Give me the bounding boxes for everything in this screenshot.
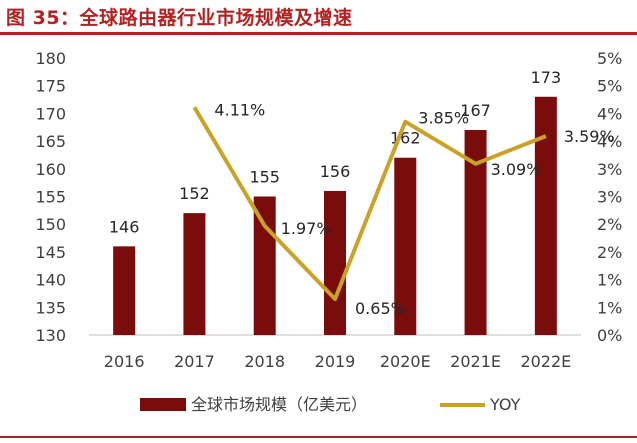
right-tick-label: 1% xyxy=(597,298,622,317)
right-tick-label: 4% xyxy=(597,132,622,151)
bar xyxy=(534,96,557,335)
left-tick-label: 160 xyxy=(35,160,66,179)
yoy-data-label: 0.65% xyxy=(355,299,406,318)
yoy-data-labels: 4.11% 1.97% 0.65% 3.85% 3.09% 3.59% xyxy=(214,100,614,318)
left-tick-label: 150 xyxy=(35,215,66,234)
right-tick-label: 5% xyxy=(597,49,622,68)
legend-label-bar: 全球市场规模（亿美元） xyxy=(191,395,367,414)
left-tick-label: 140 xyxy=(35,271,66,290)
right-tick-label: 1% xyxy=(597,271,622,290)
x-tick-label: 2020E xyxy=(380,352,431,371)
bar-data-label: 152 xyxy=(179,184,210,203)
legend-label-line: YOY xyxy=(489,395,521,414)
left-tick-label: 155 xyxy=(35,188,66,207)
right-tick-label: 0% xyxy=(597,326,622,345)
right-axis: 0% 1% 1% 2% 2% 3% 3% 4% 4% 5% 5% xyxy=(597,49,622,345)
title-underline xyxy=(0,32,637,35)
x-tick-label: 2018 xyxy=(244,352,285,371)
left-tick-label: 135 xyxy=(35,298,66,317)
yoy-data-label: 1.97% xyxy=(281,219,332,238)
x-tick-label: 2017 xyxy=(174,352,215,371)
bar-data-label: 146 xyxy=(109,217,140,236)
bottom-rule xyxy=(0,436,637,438)
figure-title: 图 35：全球路由器行业市场规模及增速 xyxy=(6,7,353,29)
x-tick-label: 2021E xyxy=(450,352,501,371)
bar xyxy=(464,130,487,335)
left-tick-label: 180 xyxy=(35,49,66,68)
yoy-data-label: 3.59% xyxy=(564,127,615,146)
bar-data-label: 156 xyxy=(320,162,351,181)
left-tick-label: 175 xyxy=(35,77,66,96)
x-tick-label: 2022E xyxy=(520,352,571,371)
right-tick-label: 4% xyxy=(597,104,622,123)
yoy-data-label: 4.11% xyxy=(214,100,265,119)
legend-swatch-bar xyxy=(140,398,186,411)
yoy-data-label: 3.85% xyxy=(418,109,469,128)
right-tick-label: 3% xyxy=(597,188,622,207)
bar xyxy=(183,213,206,335)
yoy-line xyxy=(192,106,547,301)
x-tick-label: 2016 xyxy=(104,352,145,371)
yoy-data-label: 3.09% xyxy=(491,160,542,179)
bar-data-label: 155 xyxy=(249,168,280,187)
left-tick-label: 145 xyxy=(35,243,66,262)
bar xyxy=(324,190,346,335)
bar xyxy=(113,246,136,335)
x-axis: 2016 2017 2018 2019 2020E 2021E 2022E xyxy=(104,352,571,371)
right-tick-label: 5% xyxy=(597,77,622,96)
bar-data-label: 173 xyxy=(531,68,562,87)
legend: 全球市场规模（亿美元） YOY xyxy=(140,395,521,414)
x-tick-label: 2019 xyxy=(315,352,356,371)
left-tick-label: 130 xyxy=(35,326,66,345)
right-tick-label: 2% xyxy=(597,243,622,262)
bar-series xyxy=(113,96,557,335)
bar-data-label: 167 xyxy=(460,101,491,120)
right-tick-label: 2% xyxy=(597,215,622,234)
bar xyxy=(253,196,276,335)
bar xyxy=(394,157,417,335)
right-tick-label: 3% xyxy=(597,160,622,179)
left-tick-label: 165 xyxy=(35,132,66,151)
left-axis: 130 135 140 145 150 155 160 165 170 175 180 xyxy=(35,49,66,345)
left-tick-label: 170 xyxy=(35,104,66,123)
